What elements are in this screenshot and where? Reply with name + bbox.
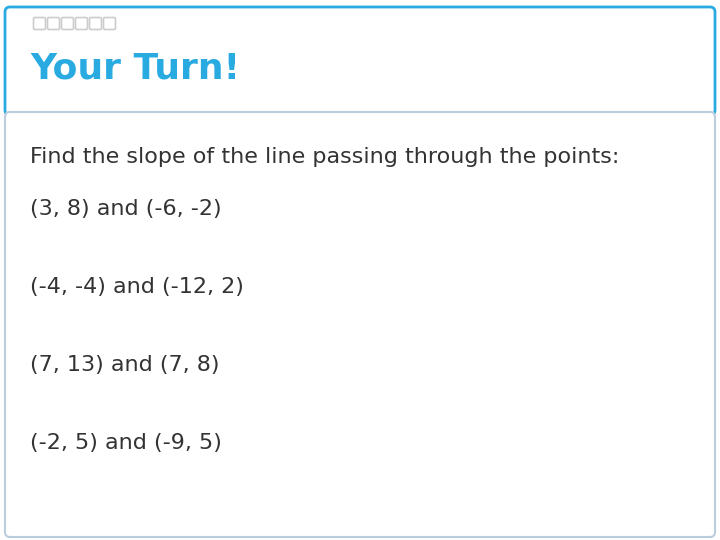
FancyBboxPatch shape [89,17,102,30]
FancyBboxPatch shape [76,17,88,30]
Text: Find the slope of the line passing through the points:: Find the slope of the line passing throu… [30,147,619,167]
Text: (-4, -4) and (-12, 2): (-4, -4) and (-12, 2) [30,277,244,297]
FancyBboxPatch shape [5,7,715,115]
Text: (7, 13) and (7, 8): (7, 13) and (7, 8) [30,355,220,375]
FancyBboxPatch shape [48,17,60,30]
FancyBboxPatch shape [34,17,45,30]
Text: (3, 8) and (-6, -2): (3, 8) and (-6, -2) [30,199,222,219]
FancyBboxPatch shape [5,112,715,537]
FancyBboxPatch shape [61,17,73,30]
Text: (-2, 5) and (-9, 5): (-2, 5) and (-9, 5) [30,433,222,453]
Text: Your Turn!: Your Turn! [30,52,240,86]
FancyBboxPatch shape [104,17,115,30]
